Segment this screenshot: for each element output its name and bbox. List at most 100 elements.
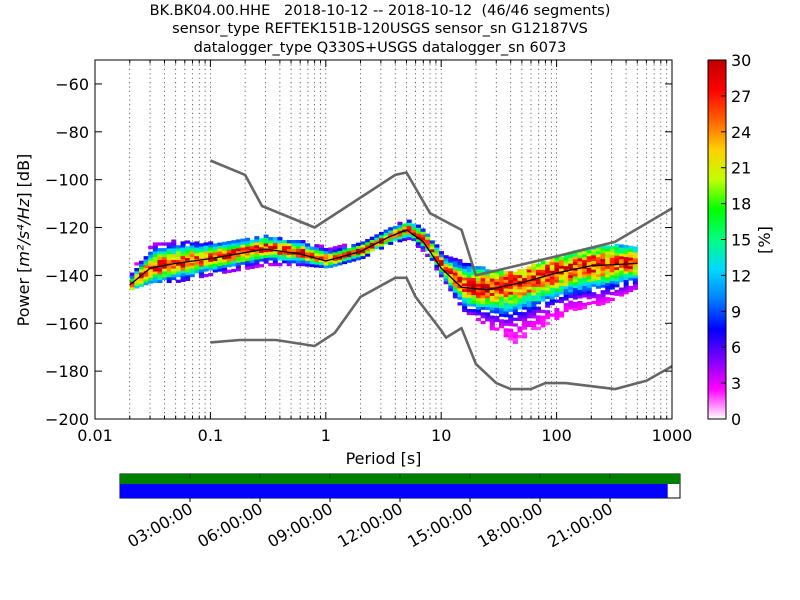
heatmap-cell	[189, 250, 195, 255]
heatmap-cell	[489, 306, 495, 311]
heatmap-cell	[480, 312, 486, 316]
heatmap-cell	[222, 247, 228, 251]
heatmap-cell	[586, 258, 592, 263]
heatmap-cell	[277, 257, 283, 261]
heatmap-cell	[406, 231, 412, 235]
heatmap-cell	[572, 258, 578, 263]
heatmap-cell	[365, 247, 371, 251]
heatmap-cell	[471, 271, 477, 276]
heatmap-cell	[434, 252, 440, 257]
heatmap-cell	[318, 258, 325, 263]
heatmap-cell	[503, 313, 509, 318]
heatmap-cell	[535, 283, 541, 288]
heatmap-cell	[494, 295, 500, 300]
heatmap-cell	[258, 246, 265, 251]
heatmap-cell	[577, 272, 583, 276]
heatmap-cell	[162, 256, 168, 261]
heatmap-cell	[535, 263, 541, 267]
heatmap-cell	[434, 261, 440, 265]
heatmap-cell	[586, 287, 592, 291]
heatmap-cell	[185, 246, 191, 250]
heatmap-cell	[508, 305, 514, 310]
heatmap-cell	[425, 247, 431, 252]
heatmap-cell	[383, 232, 389, 236]
heatmap-cell	[605, 245, 611, 249]
heatmap-cell	[535, 306, 541, 311]
heatmap-cell	[240, 238, 246, 242]
heatmap-cell	[462, 274, 468, 278]
heatmap-cell	[332, 254, 338, 259]
heatmap-cell	[397, 236, 403, 240]
heatmap-cell	[563, 305, 569, 310]
heatmap-cell	[609, 280, 615, 284]
heatmap-cell	[535, 309, 541, 313]
heatmap-cell	[517, 277, 523, 281]
heatmap-cell	[535, 272, 541, 276]
heatmap-cell	[591, 266, 597, 270]
heatmap-cell	[540, 278, 546, 282]
heatmap-cell	[471, 283, 477, 287]
heatmap-cell	[138, 260, 144, 264]
heatmap-cell	[369, 242, 375, 246]
plot-frame	[94, 59, 673, 420]
heatmap-cell	[503, 290, 509, 295]
heatmap-cell	[194, 247, 200, 251]
heatmap-cell	[554, 299, 560, 303]
heatmap-cell	[568, 292, 574, 296]
colorbar-tick-label: 6	[731, 338, 741, 357]
heatmap-cell	[535, 269, 541, 273]
heatmap-cell	[582, 259, 588, 264]
heatmap-cell	[194, 270, 200, 274]
heatmap-cell	[489, 275, 495, 279]
heatmap-cell	[628, 274, 634, 278]
heatmap-cell	[212, 254, 218, 259]
heatmap-cell	[166, 279, 172, 283]
heatmap-cell	[203, 250, 209, 255]
heatmap-cell	[226, 246, 232, 250]
heatmap-cell	[258, 238, 265, 242]
heatmap-cell	[157, 268, 163, 272]
heatmap-cell	[475, 266, 481, 270]
heatmap-cell	[452, 266, 458, 270]
heatmap-cell	[351, 243, 357, 248]
heatmap-cell	[462, 262, 468, 267]
heatmap-cell	[582, 288, 588, 292]
heatmap-cell	[568, 254, 574, 258]
heatmap-cell	[212, 260, 218, 264]
heatmap-cell	[166, 248, 172, 252]
heatmap-cell	[198, 254, 204, 259]
heatmap-cell	[559, 314, 565, 318]
heatmap-cell	[508, 291, 514, 295]
heatmap-cell	[531, 315, 537, 319]
heatmap-cell	[623, 282, 629, 286]
heatmap-cell	[632, 246, 638, 250]
heatmap-cell	[628, 277, 634, 281]
heatmap-cell	[512, 280, 518, 284]
heatmap-cell	[475, 300, 481, 304]
heatmap-cell	[540, 281, 546, 285]
heatmap-cell	[572, 279, 578, 283]
heatmap-cell	[508, 337, 514, 341]
y-axis: −60 −80 −100 −120 −140 −160 −180 −200	[45, 75, 672, 429]
heatmap-cell	[517, 312, 523, 316]
heatmap-cell	[235, 259, 241, 263]
heatmap-cell	[545, 275, 551, 280]
heatmap-cell	[485, 283, 491, 287]
heatmap-cell	[503, 331, 509, 335]
heatmap-cell	[272, 257, 278, 261]
heatmap-cell	[148, 260, 154, 264]
heatmap-cell	[217, 265, 223, 269]
heatmap-cell	[194, 264, 200, 268]
heatmap-cell	[586, 290, 592, 294]
heatmap-cell	[508, 320, 514, 324]
heatmap-cell	[249, 262, 255, 267]
heatmap-cell	[485, 280, 491, 285]
heatmap-cell	[152, 279, 158, 283]
heatmap-cell	[185, 263, 191, 267]
heatmap-cell	[462, 268, 468, 272]
heatmap-cell	[494, 304, 500, 308]
heatmap-cell	[342, 252, 348, 256]
heatmap-cell	[489, 272, 495, 276]
heatmap-cell	[277, 248, 283, 252]
heatmap-cell	[462, 294, 468, 298]
